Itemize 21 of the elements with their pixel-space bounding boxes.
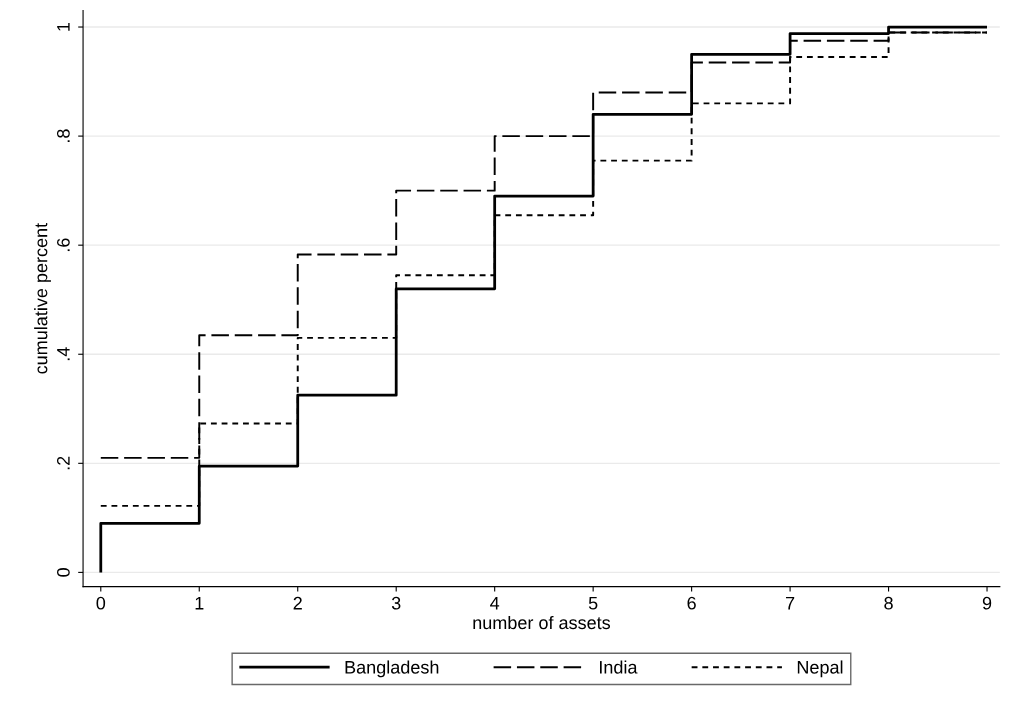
- x-tick-label: 8: [884, 596, 893, 610]
- x-tick-label: 1: [195, 596, 204, 610]
- x-tick-label: 0: [96, 596, 106, 610]
- y-tick-label: .4: [57, 347, 70, 361]
- x-tick-label: 5: [588, 596, 598, 610]
- x-tick-label: 4: [490, 596, 500, 610]
- y-tick-label: 0: [56, 568, 70, 577]
- x-tick-label: 3: [391, 596, 401, 610]
- x-tick-label: 9: [982, 596, 992, 610]
- y-tick-label: .2: [56, 456, 70, 470]
- x-tick-label: 2: [293, 596, 302, 610]
- x-axis-title: number of assets: [473, 615, 611, 630]
- y-axis-title: cumulative percent: [34, 222, 51, 374]
- y-tick-label: .8: [56, 129, 70, 142]
- x-tick-label: 7: [785, 596, 795, 610]
- x-tick-label: 6: [687, 596, 696, 610]
- y-tick-label: .6: [56, 238, 70, 252]
- legend-label: India: [600, 660, 638, 674]
- legend-label: Nepal: [797, 660, 843, 678]
- legend-label: Bangladesh: [345, 660, 439, 678]
- y-tick-label: 1: [57, 22, 70, 31]
